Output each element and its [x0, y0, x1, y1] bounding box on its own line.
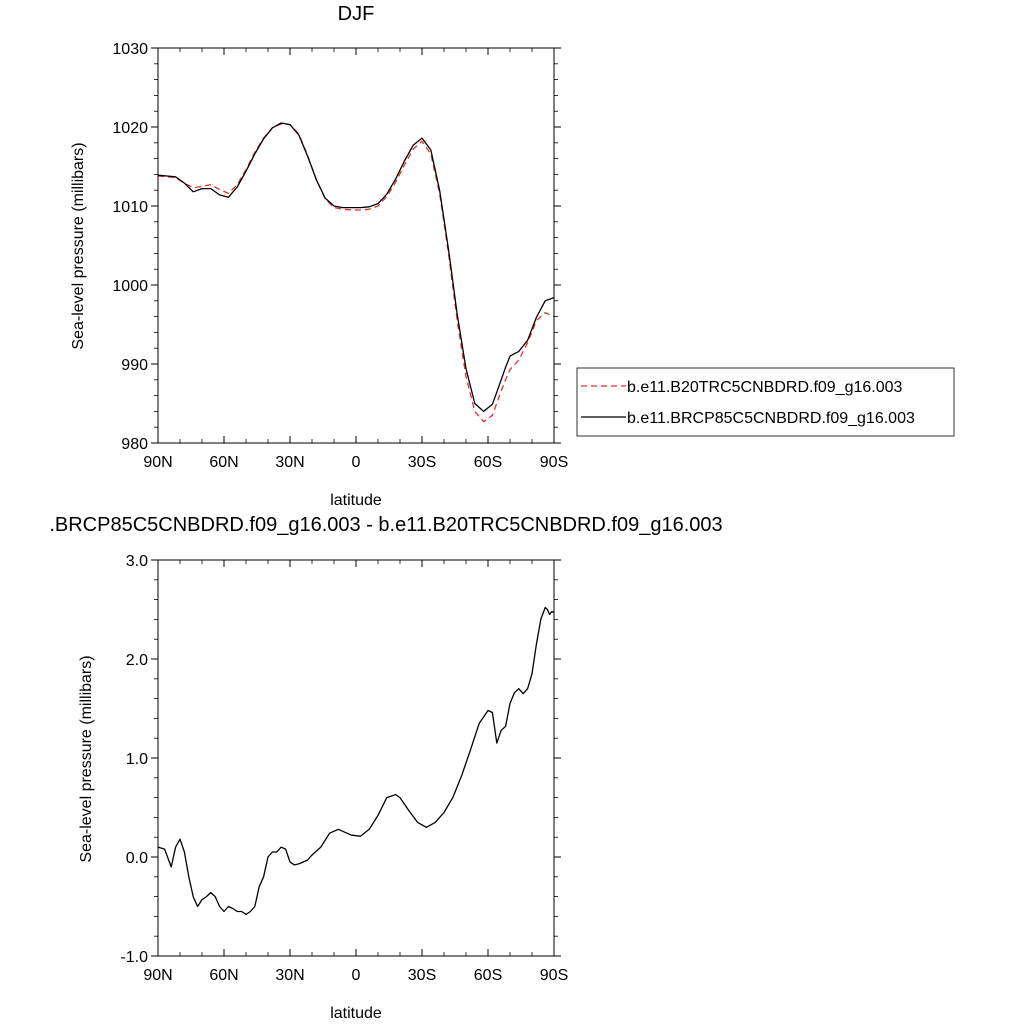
chart-bottom-x-tick-label: 30N: [275, 967, 304, 984]
chart-top-y-tick-label: 1020: [112, 120, 148, 137]
chart-bottom-x-tick-label: 0: [352, 967, 361, 984]
chart-top-x-tick-label: 90N: [143, 454, 172, 471]
chart-bottom-series-1-line: [157, 606, 555, 916]
chart-top-y-tick-label: 1030: [112, 41, 148, 58]
chart-bottom-ticks: 90N 60N 30N 0 30S 60S 90S -1.0 0.0 1.0 2.0 3.0: [120, 553, 568, 984]
legend-label-series-2: b.e11.BRCP85C5CNBDRD.f09_g16.003: [627, 410, 915, 427]
chart-bottom-y-tick-label: 3.0: [126, 553, 148, 570]
chart-bottom-title: .BRCP85C5CNBDRD.f09_g16.003 - b.e11.B20T…: [49, 514, 722, 536]
chart-top-x-tick-label: 30N: [275, 454, 304, 471]
legend-box: [576, 367, 955, 437]
chart-top-x-tick-label: 30S: [408, 454, 436, 471]
chart-bottom-series: [157, 606, 555, 916]
chart-top-x-tick-label: 60N: [209, 454, 238, 471]
chart-top-ticks: 90N 60N 30N 0 30S 60S 90S 980 990 1000 1010 1020 103…: [112, 41, 568, 471]
chart-top: DJF 90N 60N 30N 0 30S 60S 90S 980 990 1000 1010 102…: [70, 3, 955, 509]
chart-top-y-tick-label: 1000: [112, 278, 148, 295]
chart-bottom-x-tick-label: 60S: [474, 967, 502, 984]
chart-bottom-x-tick-label: 90S: [540, 967, 568, 984]
chart-top-ylabel: Sea-level pressure (millibars): [70, 142, 87, 349]
chart-top-y-tick-label: 980: [121, 436, 148, 453]
chart-top-title: DJF: [338, 3, 375, 25]
chart-bottom-ylabel: Sea-level pressure (millibars): [78, 655, 95, 862]
chart-bottom-x-tick-label: 30S: [408, 967, 436, 984]
chart-top-x-tick-label: 90S: [540, 454, 568, 471]
chart-top-series: [157, 122, 555, 423]
chart-bottom-x-tick-label: 60N: [209, 967, 238, 984]
chart-top-series-1-line: [157, 123, 555, 423]
chart-top-y-tick-label: 990: [121, 357, 148, 374]
chart-bottom-y-tick-label: 2.0: [126, 652, 148, 669]
chart-top-series-2-line: [157, 122, 555, 413]
chart-top-frame: [157, 47, 555, 444]
chart-bottom-y-tick-label: -1.0: [120, 949, 148, 966]
chart-top-x-tick-label: 60S: [474, 454, 502, 471]
chart-bottom: .BRCP85C5CNBDRD.f09_g16.003 - b.e11.B20T…: [49, 514, 722, 1022]
legend: b.e11.B20TRC5CNBDRD.f09_g16.003 b.e11.BR…: [576, 367, 955, 437]
chart-top-xlabel: latitude: [330, 492, 382, 509]
chart-bottom-y-tick-label: 0.0: [126, 850, 148, 867]
chart-top-y-tick-label: 1010: [112, 199, 148, 216]
chart-bottom-xlabel: latitude: [330, 1005, 382, 1022]
chart-bottom-x-tick-label: 90N: [143, 967, 172, 984]
chart-bottom-frame: [157, 559, 555, 957]
chart-top-x-tick-label: 0: [352, 454, 361, 471]
legend-label-series-1: b.e11.B20TRC5CNBDRD.f09_g16.003: [627, 379, 903, 396]
chart-bottom-y-tick-label: 1.0: [126, 751, 148, 768]
